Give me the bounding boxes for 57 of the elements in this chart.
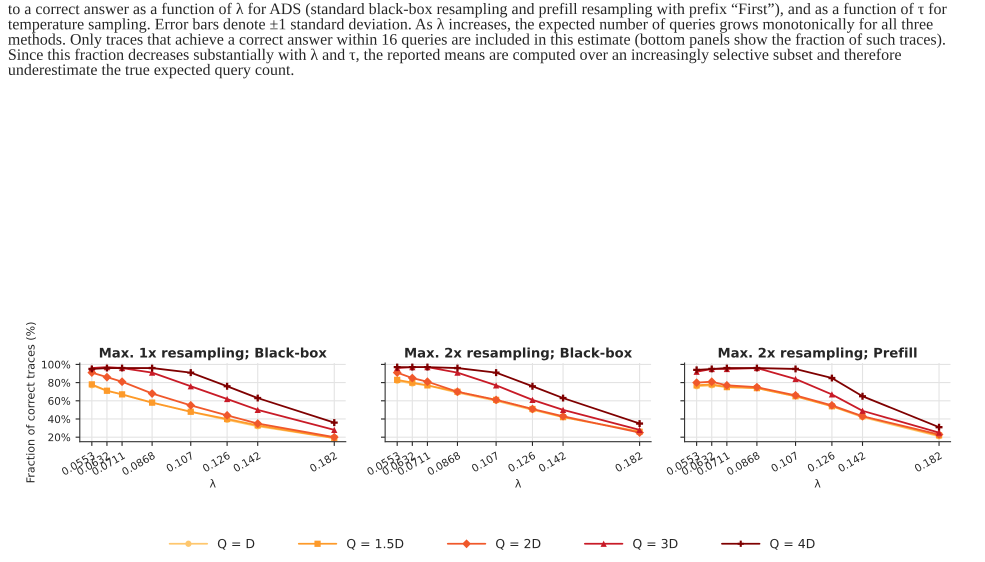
- point: [492, 382, 500, 388]
- point: [423, 377, 432, 386]
- chart-title: Max. 1x resampling; Black-box: [100, 347, 327, 360]
- point: [102, 372, 112, 382]
- point: [408, 374, 417, 382]
- point: [454, 364, 461, 372]
- point: [254, 394, 262, 402]
- point: [936, 424, 943, 431]
- chart-title: Max. 2x resampling; Prefill: [718, 347, 916, 360]
- y-tick-label: 100%: [42, 360, 70, 369]
- legend-label: Q = 3D: [633, 538, 678, 550]
- y-tick-label: 20%: [48, 433, 70, 442]
- point: [707, 377, 716, 386]
- point: [827, 400, 836, 410]
- point: [187, 369, 194, 376]
- point: [492, 369, 500, 376]
- legend-label: Q = 4D: [770, 538, 815, 550]
- point: [253, 419, 262, 428]
- x-axis-title: λ: [814, 479, 821, 488]
- x-axis-title: λ: [210, 479, 216, 488]
- y-tick-label: 40%: [48, 415, 70, 424]
- point: [560, 394, 567, 402]
- point: [792, 365, 800, 372]
- point: [331, 426, 338, 434]
- legend-label: Q = 2D: [496, 538, 540, 550]
- point: [828, 391, 836, 398]
- point: [936, 430, 942, 436]
- point: [693, 366, 700, 374]
- y-tick-label: 80%: [48, 378, 70, 387]
- text: to a correct answer as a function of λ for ADS (standard black-box resampling and prefill resampling with prefix “First”), and as a function of τ for temperature sampling. Error bars denote ±1 standard deviation. As λ increases, the expected number of queries grows monotonically for all three methods. Only traces that achieve a correct answer within 16 queries are included in this estimate (bottom panels show the fraction of such traces). Since this fraction decreases substantially with λ and τ, the reported means are computed over an increasingly selective subset and therefore underestimate the true expected query count.: [8, 2, 947, 78]
- point: [828, 374, 836, 382]
- legend-label: Q = D: [218, 538, 254, 550]
- y-axis-title: Fraction of correct traces (%): [26, 322, 36, 482]
- point: [636, 420, 644, 428]
- point: [560, 406, 566, 414]
- point: [118, 377, 126, 386]
- point: [792, 376, 799, 382]
- point: [148, 364, 156, 372]
- point: [224, 396, 230, 402]
- y-tick-label: 60%: [48, 397, 70, 405]
- x-axis-title: λ: [515, 479, 522, 488]
- point: [224, 382, 231, 390]
- point: [188, 383, 194, 390]
- point: [529, 396, 536, 404]
- point: [254, 406, 261, 414]
- point: [330, 419, 338, 426]
- chart-title: Max. 2x resampling; Black-box: [405, 347, 632, 360]
- point: [528, 382, 536, 390]
- point: [148, 389, 157, 398]
- point: [722, 380, 732, 390]
- point: [222, 410, 232, 420]
- point: [859, 408, 866, 414]
- point: [692, 378, 702, 388]
- legend-label: Q = 1.5D: [347, 538, 404, 550]
- point: [791, 390, 800, 400]
- point: [186, 400, 196, 410]
- point: [859, 392, 866, 400]
